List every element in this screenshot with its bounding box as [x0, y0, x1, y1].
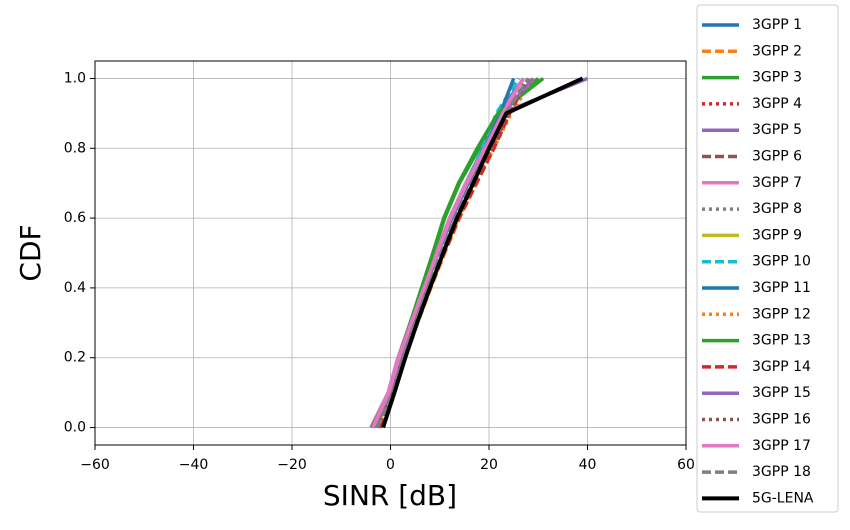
y-tick-label: 0.2: [64, 350, 86, 366]
y-axis-label: CDF: [14, 224, 47, 281]
plot-frame: [94, 60, 687, 446]
legend-label: 3GPP 14: [752, 359, 811, 375]
legend-label: 3GPP 16: [752, 412, 811, 428]
x-tick-label: 0: [386, 457, 395, 473]
cdf-line: [371, 77, 525, 429]
legend-label: 3GPP 12: [752, 306, 811, 322]
legend-label: 3GPP 9: [752, 227, 802, 243]
plot-lines: [369, 76, 589, 429]
cdf-line: [378, 77, 530, 429]
legend-label: 3GPP 3: [752, 70, 802, 86]
legend-label: 3GPP 10: [752, 254, 811, 270]
x-tick-label: 20: [480, 457, 498, 473]
legend-label: 3GPP 11: [752, 280, 811, 296]
y-tick-label: 0.4: [64, 280, 86, 296]
legend-label: 3GPP 18: [752, 464, 811, 480]
x-tick-label: −60: [80, 457, 110, 473]
x-tick-label: −20: [277, 457, 307, 473]
y-tick-label: 1.0: [64, 70, 86, 86]
cdf-line: [374, 76, 589, 429]
legend-label: 3GPP 2: [752, 43, 802, 59]
legend-label: 3GPP 8: [752, 201, 802, 217]
legend-label: 3GPP 6: [752, 149, 802, 165]
y-tick-label: 0.8: [64, 140, 86, 156]
y-tick-label: 0.6: [64, 210, 86, 226]
x-axis-label: SINR [dB]: [323, 479, 457, 512]
x-tick-label: −40: [179, 457, 209, 473]
legend-label: 3GPP 1: [752, 17, 802, 33]
cdf-line: [377, 77, 535, 429]
cdf-line: [376, 77, 530, 429]
legend-label: 3GPP 7: [752, 175, 802, 191]
y-tick-label: 0.0: [64, 420, 86, 436]
legend-label: 3GPP 13: [752, 333, 811, 349]
legend-label: 3GPP 17: [752, 438, 811, 454]
legend-label: 3GPP 4: [752, 96, 802, 112]
cdf-line: [381, 76, 584, 429]
legend-label: 3GPP 15: [752, 385, 811, 401]
x-tick-label: 60: [677, 457, 695, 473]
x-tick-label: 40: [579, 457, 597, 473]
legend-label: 5G-LENA: [752, 490, 814, 506]
legend-label: 3GPP 5: [752, 122, 802, 138]
